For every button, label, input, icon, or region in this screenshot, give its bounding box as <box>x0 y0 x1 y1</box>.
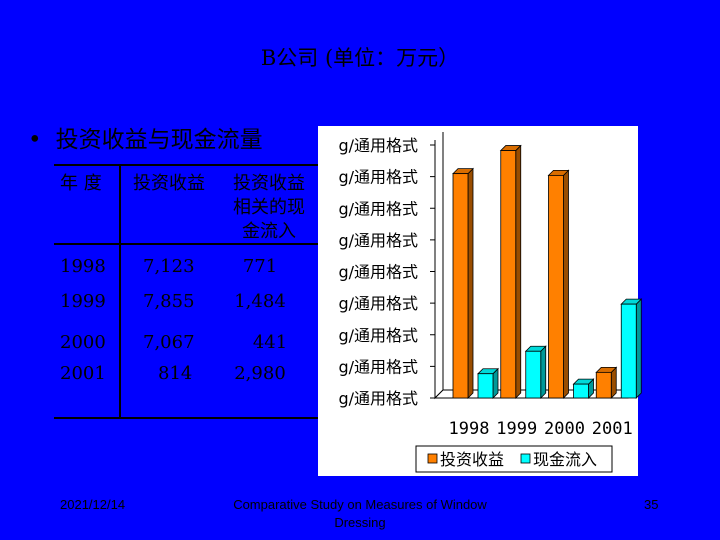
table-header-year: 年 度 <box>60 173 102 194</box>
legend-label: 投资收益 <box>440 450 504 469</box>
table-header-cash: 投资收益 相关的现 金流入 <box>233 173 305 242</box>
table-column-divider <box>119 164 121 417</box>
x-tick-label: 2001 <box>592 419 633 439</box>
y-tick-label: g/通用格式 <box>338 231 418 250</box>
bar <box>525 350 542 399</box>
table-header-income: 投资收益 <box>133 173 205 194</box>
chart-side-wall <box>434 132 444 400</box>
table-cell-cash: 441 <box>252 332 288 353</box>
bullet-text: 投资收益与现金流量 <box>55 127 263 153</box>
bar <box>452 173 469 399</box>
bar <box>477 373 494 399</box>
bullet-marker: • <box>28 127 42 153</box>
bar-side <box>635 298 642 399</box>
table-cell-year: 1999 <box>60 291 106 312</box>
table-cell-income: 7,123 <box>143 256 195 277</box>
bar <box>573 383 589 399</box>
table-cell-cash: 1,484 <box>234 291 286 312</box>
table-cell-year: 2001 <box>60 363 106 384</box>
y-tick-label: g/通用格式 <box>338 294 418 313</box>
table-cell-income: 7,855 <box>143 291 195 312</box>
x-tick-label: 1999 <box>496 419 537 439</box>
table-cell-year: 2000 <box>60 332 106 353</box>
legend-swatch <box>520 453 531 464</box>
legend-swatch <box>427 453 438 464</box>
y-tick-label: g/通用格式 <box>338 199 418 218</box>
table-cell-cash: 2,980 <box>234 363 286 384</box>
footer-date: 2021/12/14 <box>60 497 126 512</box>
bar <box>500 150 517 399</box>
legend-box <box>415 445 613 473</box>
table-cell-year: 1998 <box>60 256 106 277</box>
bar-side <box>515 144 522 399</box>
bar-side <box>467 167 474 399</box>
bar <box>548 174 564 399</box>
bar-side <box>540 345 547 399</box>
data-table <box>54 164 329 419</box>
table-cell-cash: 771 <box>242 256 278 277</box>
footer-caption: Comparative Study on Measures of Window … <box>233 497 487 530</box>
y-tick-label: g/通用格式 <box>338 263 418 282</box>
x-tick-label: 2000 <box>544 419 585 439</box>
table-header-divider <box>54 243 329 245</box>
y-tick-label: g/通用格式 <box>338 357 418 376</box>
table-cell-income: 814 <box>158 363 193 384</box>
y-tick-label: g/通用格式 <box>338 168 418 187</box>
bullet-heading: • 投资收益与现金流量 <box>28 120 263 154</box>
bar <box>595 371 612 399</box>
x-tick-label: 1998 <box>449 419 490 439</box>
y-tick-label: g/通用格式 <box>338 136 418 155</box>
y-tick-label: g/通用格式 <box>338 326 418 345</box>
slide-title: B公司 (单位：万元） <box>260 46 460 70</box>
chart-background <box>318 126 638 476</box>
bar-side <box>563 169 569 399</box>
y-tick-label: g/通用格式 <box>338 389 418 408</box>
page-number: 35 <box>644 497 659 512</box>
table-cell-income: 7,067 <box>143 332 195 353</box>
legend-label: 现金流入 <box>533 450 597 469</box>
bar <box>620 303 637 399</box>
